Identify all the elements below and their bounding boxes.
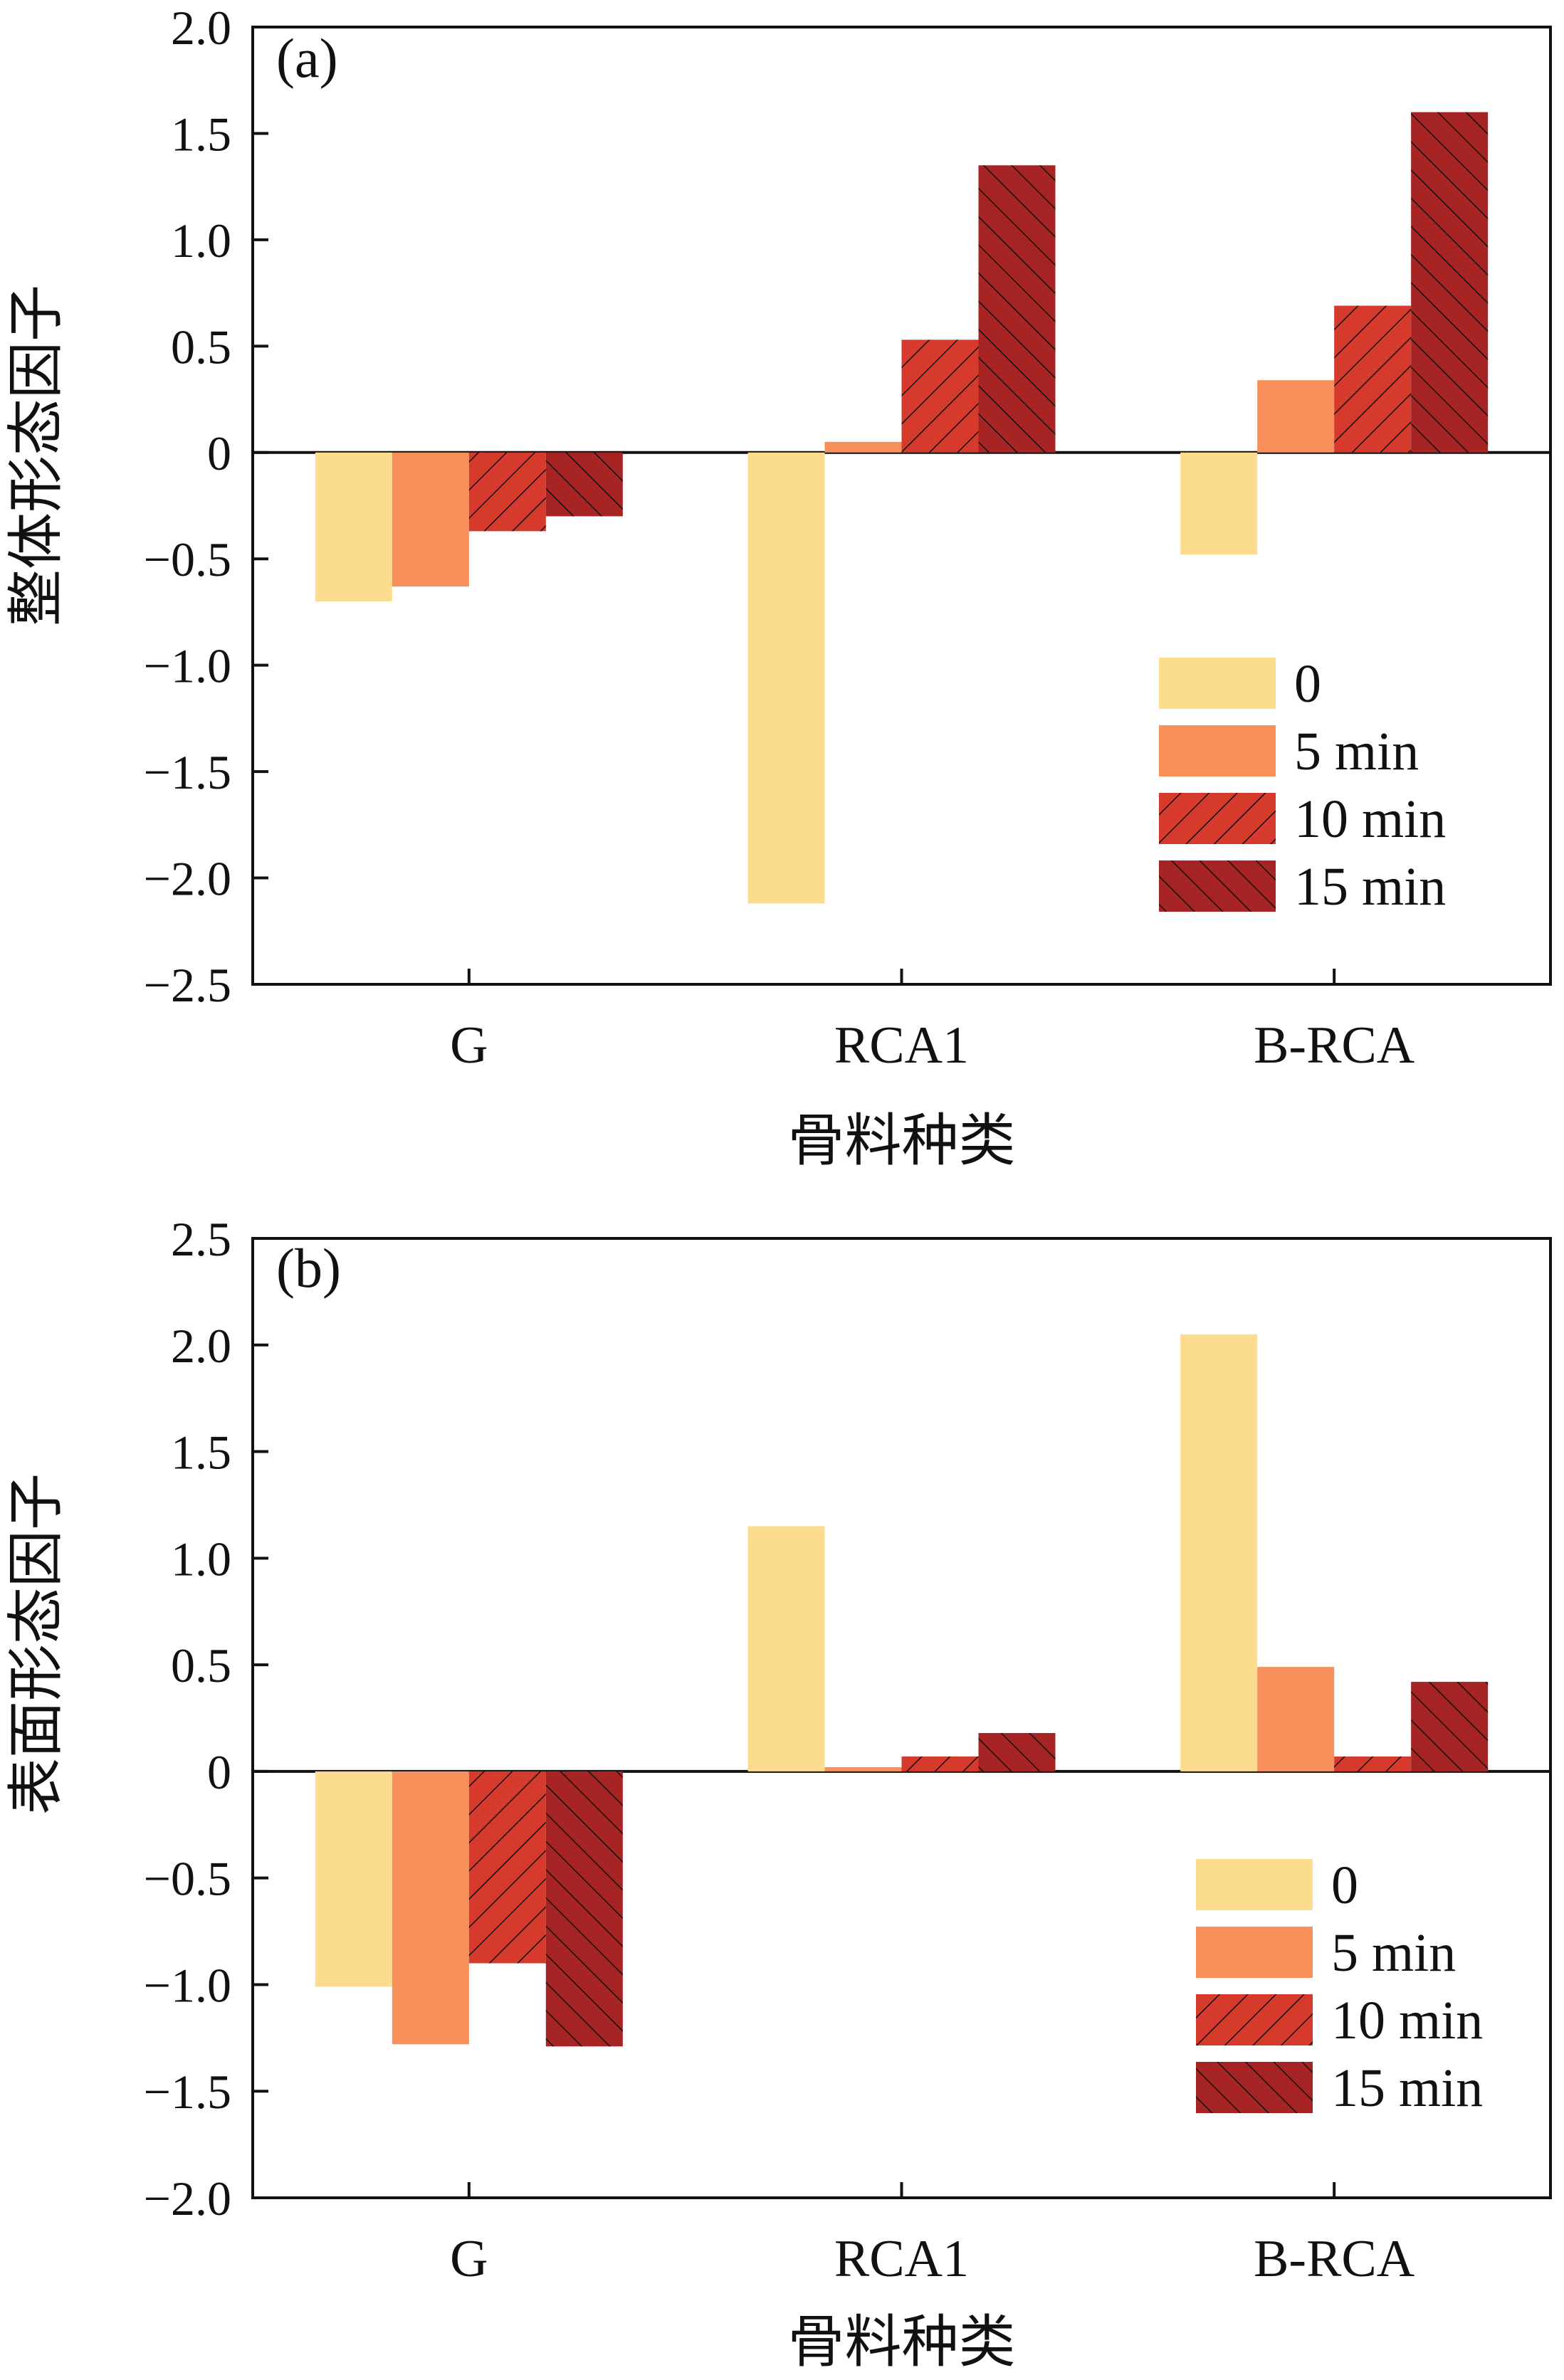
bar-0-RCA1	[747, 1526, 825, 1771]
y-tick-label: −2.0	[144, 852, 231, 906]
bar-0-B-RCA	[1180, 452, 1258, 555]
legend-swatch	[1159, 658, 1276, 709]
x-axis-title: 骨料种类	[788, 1110, 1016, 1173]
bar-hatch	[468, 452, 546, 532]
y-tick-label: −1.0	[144, 639, 231, 693]
bar-5-min-G	[392, 452, 469, 587]
panel-label: (b)	[276, 1237, 341, 1299]
bar-hatch	[1411, 112, 1489, 453]
bar-5-min-RCA1	[824, 1766, 902, 1771]
legend-swatch	[1196, 1859, 1313, 1910]
x-tick-label: RCA1	[834, 2230, 969, 2288]
y-tick-label: 2.0	[171, 1, 231, 55]
bar-hatch	[901, 1756, 979, 1771]
y-tick-label: −2.0	[144, 2171, 231, 2226]
x-tick-label: RCA1	[834, 1016, 969, 1075]
y-tick-label: −1.5	[144, 2065, 231, 2119]
y-tick-label: 0	[207, 1745, 231, 1799]
x-tick-label: B-RCA	[1254, 1016, 1415, 1075]
bar-hatch	[545, 452, 623, 517]
legend-swatch	[1159, 725, 1276, 776]
y-tick-label: −0.5	[144, 532, 231, 586]
bar-hatch	[545, 1771, 623, 2047]
y-tick-label: 1.0	[171, 1532, 231, 1586]
y-tick-label: −2.5	[144, 958, 231, 1012]
x-tick-label: G	[450, 2230, 488, 2288]
panel-label: (a)	[276, 27, 338, 89]
legend-label: 10 min	[1331, 1991, 1483, 2050]
legend: 0 5 min 10 min 15 min	[1196, 1855, 1483, 2118]
legend-label: 0	[1294, 654, 1321, 714]
y-tick-label: 2.5	[171, 1212, 231, 1266]
y-axis-title: 整体形态因子	[6, 285, 68, 626]
bar-hatch	[901, 339, 979, 453]
y-tick-label: −0.5	[144, 1852, 231, 1906]
bar-0-B-RCA	[1180, 1334, 1258, 1771]
legend-swatch-hatch	[1159, 793, 1276, 844]
legend-label: 10 min	[1294, 789, 1446, 849]
legend-swatch-hatch	[1159, 860, 1276, 912]
legend-label: 5 min	[1294, 722, 1419, 781]
plot-frame	[251, 1237, 1552, 2199]
legend-label: 0	[1331, 1855, 1358, 1915]
bar-5-min-B-RCA	[1257, 380, 1335, 453]
legend-label: 15 min	[1294, 857, 1446, 917]
y-tick-label: 1.5	[171, 107, 231, 161]
bar-hatch	[978, 165, 1056, 453]
y-tick-label: −1.5	[144, 745, 231, 799]
x-tick-label: G	[450, 1016, 488, 1075]
y-tick-label: 1.5	[171, 1426, 231, 1480]
bar-hatch	[1334, 305, 1412, 453]
legend-swatch-hatch	[1196, 2062, 1313, 2113]
y-axis-title: 表面形态因子	[6, 1473, 68, 1815]
legend-label: 5 min	[1331, 1923, 1456, 1983]
bar-0-G	[315, 452, 392, 601]
y-tick-label: 0.5	[171, 320, 231, 374]
y-tick-label: 0	[207, 426, 231, 480]
legend-swatch	[1196, 1927, 1313, 1978]
chart-panel-a: 2.0 1.5 1.0 0.5 0 −0.5 −1.0 −1.5 −2.0 −2.5 G RCA1 B-…	[6, 1, 1552, 1173]
y-tick-label: −1.0	[144, 1958, 231, 2012]
y-tick-label: 2.0	[171, 1319, 231, 1373]
bar-0-RCA1	[747, 452, 825, 904]
chart-panel-b: 2.5 2.0 1.5 1.0 0.5 0 −0.5 −1.0 −1.5 −2.0 G RCA1 B-R…	[6, 1212, 1552, 2374]
x-tick-label: B-RCA	[1254, 2230, 1415, 2288]
bar-5-min-B-RCA	[1257, 1667, 1335, 1771]
x-axis-title: 骨料种类	[788, 2312, 1016, 2374]
y-tick-label: 1.0	[171, 214, 231, 268]
bar-hatch	[468, 1771, 546, 1964]
legend: 0 5 min 10 min 15 min	[1159, 654, 1446, 917]
legend-label: 15 min	[1331, 2058, 1483, 2118]
bar-hatch	[1411, 1682, 1489, 1771]
y-tick-label: 0.5	[171, 1638, 231, 1692]
bar-5-min-RCA1	[824, 441, 902, 453]
bar-0-G	[315, 1771, 392, 1987]
bar-5-min-G	[392, 1771, 469, 2045]
legend-swatch-hatch	[1196, 1994, 1313, 2045]
bar-hatch	[978, 1732, 1056, 1771]
bar-hatch	[1334, 1756, 1412, 1771]
